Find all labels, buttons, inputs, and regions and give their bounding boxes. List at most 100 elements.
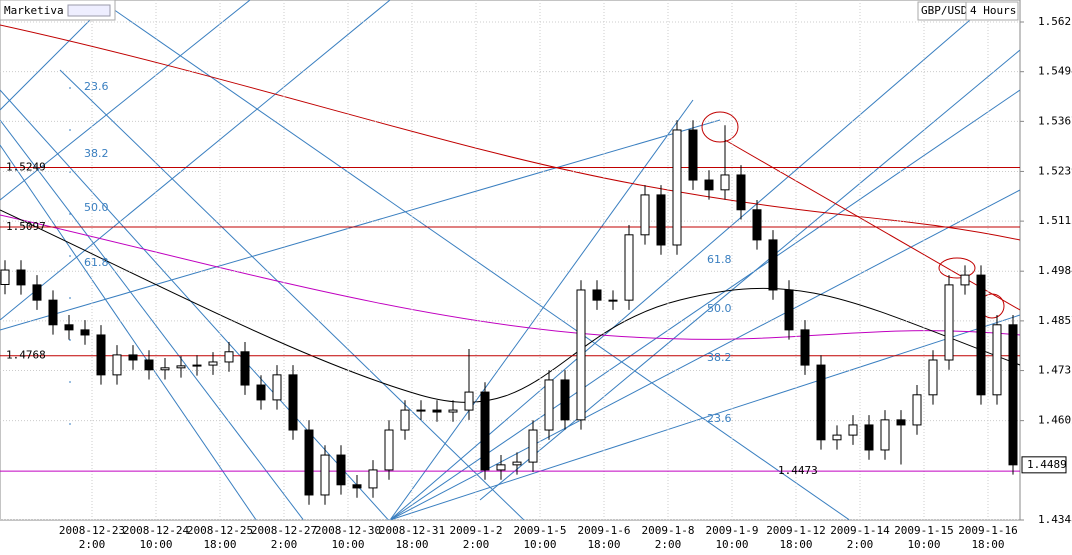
last-price-label: 1.4489 — [1027, 458, 1067, 471]
candle-body — [912, 394, 922, 426]
x-tick-label: 10:00 — [331, 538, 364, 551]
x-tick-label: 18:00 — [395, 538, 428, 551]
header-box — [965, 1, 1019, 21]
candle-body — [464, 391, 474, 411]
candle-body — [144, 359, 154, 371]
x-tick-label: 2:00 — [847, 538, 874, 551]
candle-body — [320, 454, 330, 496]
x-tick-label: 2009-1-15 — [894, 524, 954, 537]
y-tick-label: 1.5494 — [1038, 65, 1072, 78]
candle-body — [656, 194, 666, 246]
level-label: 1.4473 — [778, 464, 818, 477]
x-tick-label: 2009-1-6 — [578, 524, 631, 537]
x-tick-label: 18:00 — [587, 538, 620, 551]
level-label: 1.5097 — [6, 220, 46, 233]
candle-body — [240, 351, 250, 386]
trend-line — [0, 119, 721, 331]
trend-line — [0, 144, 257, 520]
candle-body — [480, 391, 490, 471]
fib-label: 50.0 — [84, 201, 109, 214]
candle-body — [160, 367, 170, 371]
trend-line — [0, 0, 391, 321]
fib-label: 50.0 — [707, 302, 732, 315]
candle-body — [128, 354, 138, 361]
timeframe: 4 Hours — [970, 4, 1016, 17]
candle-body — [816, 364, 826, 441]
fib-label: 61.8 — [84, 256, 109, 269]
toolbar-button[interactable] — [67, 4, 111, 17]
y-tick-label: 1.4602 — [1038, 414, 1072, 427]
candle-body — [384, 429, 394, 471]
candle-body — [752, 209, 762, 241]
x-tick-label: 2008-12-30 — [315, 524, 381, 537]
candle-body — [608, 299, 618, 302]
fib-label: 23.6 — [707, 412, 732, 425]
x-tick-label: 10:00 — [139, 538, 172, 551]
candle-body — [848, 424, 858, 436]
x-tick-label: 10:00 — [907, 538, 940, 551]
x-tick-label: 18:00 — [203, 538, 236, 551]
x-tick-label: 2009-1-14 — [830, 524, 890, 537]
candle-body — [528, 429, 538, 463]
candle-body — [960, 274, 970, 286]
candle-body — [208, 361, 218, 366]
candle-body — [544, 379, 554, 431]
symbol: GBP/USD — [921, 4, 967, 17]
candle-body — [1008, 324, 1018, 466]
highlight-circle — [938, 257, 976, 279]
candle-body — [368, 469, 378, 489]
platform-name: Marketiva — [4, 4, 64, 17]
x-tick-label: 2008-12-24 — [123, 524, 190, 537]
x-tick-label: 10:00 — [523, 538, 556, 551]
y-tick-label: 1.5112 — [1038, 214, 1072, 227]
candle-body — [176, 365, 186, 369]
level-label: 1.5249 — [6, 161, 46, 174]
y-tick-label: 1.5367 — [1038, 114, 1072, 127]
overlay-lines — [0, 0, 1020, 520]
x-tick-label: 2009-1-9 — [706, 524, 759, 537]
candle-body — [592, 289, 602, 301]
x-tick-label: 2009-1-5 — [514, 524, 567, 537]
x-tick-label: 2009-1-8 — [642, 524, 695, 537]
y-tick-label: 1.4984 — [1038, 264, 1072, 277]
candle-body — [704, 179, 714, 191]
moving-average — [0, 209, 1020, 403]
trend-line — [389, 99, 694, 520]
x-tick-label: 2008-12-25 — [187, 524, 253, 537]
moving-average — [0, 214, 1020, 340]
candle-body — [864, 424, 874, 451]
trend-line — [389, 89, 1020, 520]
candle-body — [80, 329, 90, 336]
candle-body — [992, 324, 1002, 396]
candle-body — [400, 409, 410, 431]
level-label: 1.4768 — [6, 349, 46, 362]
candle-body — [880, 419, 890, 451]
candle-body — [640, 194, 650, 236]
fib-label: 61.8 — [707, 253, 732, 266]
candle-body — [496, 464, 506, 471]
candle-body — [768, 239, 778, 291]
candle-body — [672, 129, 682, 246]
candle-body — [720, 174, 730, 191]
last-price-box — [1021, 456, 1067, 474]
x-tick-label: 2:00 — [463, 538, 490, 551]
candle-body — [928, 359, 938, 396]
y-tick-label: 1.5239 — [1038, 164, 1072, 177]
candle-body — [16, 269, 26, 286]
candle-body — [32, 284, 42, 301]
candle-body — [288, 374, 298, 431]
candle-body — [832, 434, 842, 441]
fib-label: 38.2 — [707, 351, 732, 364]
candle-body — [800, 329, 810, 366]
x-tick-label: 18:00 — [779, 538, 812, 551]
y-tick-label: 1.473 — [1038, 364, 1071, 377]
candle-body — [192, 364, 202, 367]
trend-line — [724, 139, 1020, 311]
candle-body — [352, 484, 362, 489]
candle-body — [0, 269, 10, 285]
candle-body — [112, 354, 122, 376]
candle-body — [448, 409, 458, 413]
candle-body — [336, 454, 346, 486]
y-tick-label: 1.4857 — [1038, 314, 1072, 327]
x-tick-label: 18:00 — [971, 538, 1004, 551]
